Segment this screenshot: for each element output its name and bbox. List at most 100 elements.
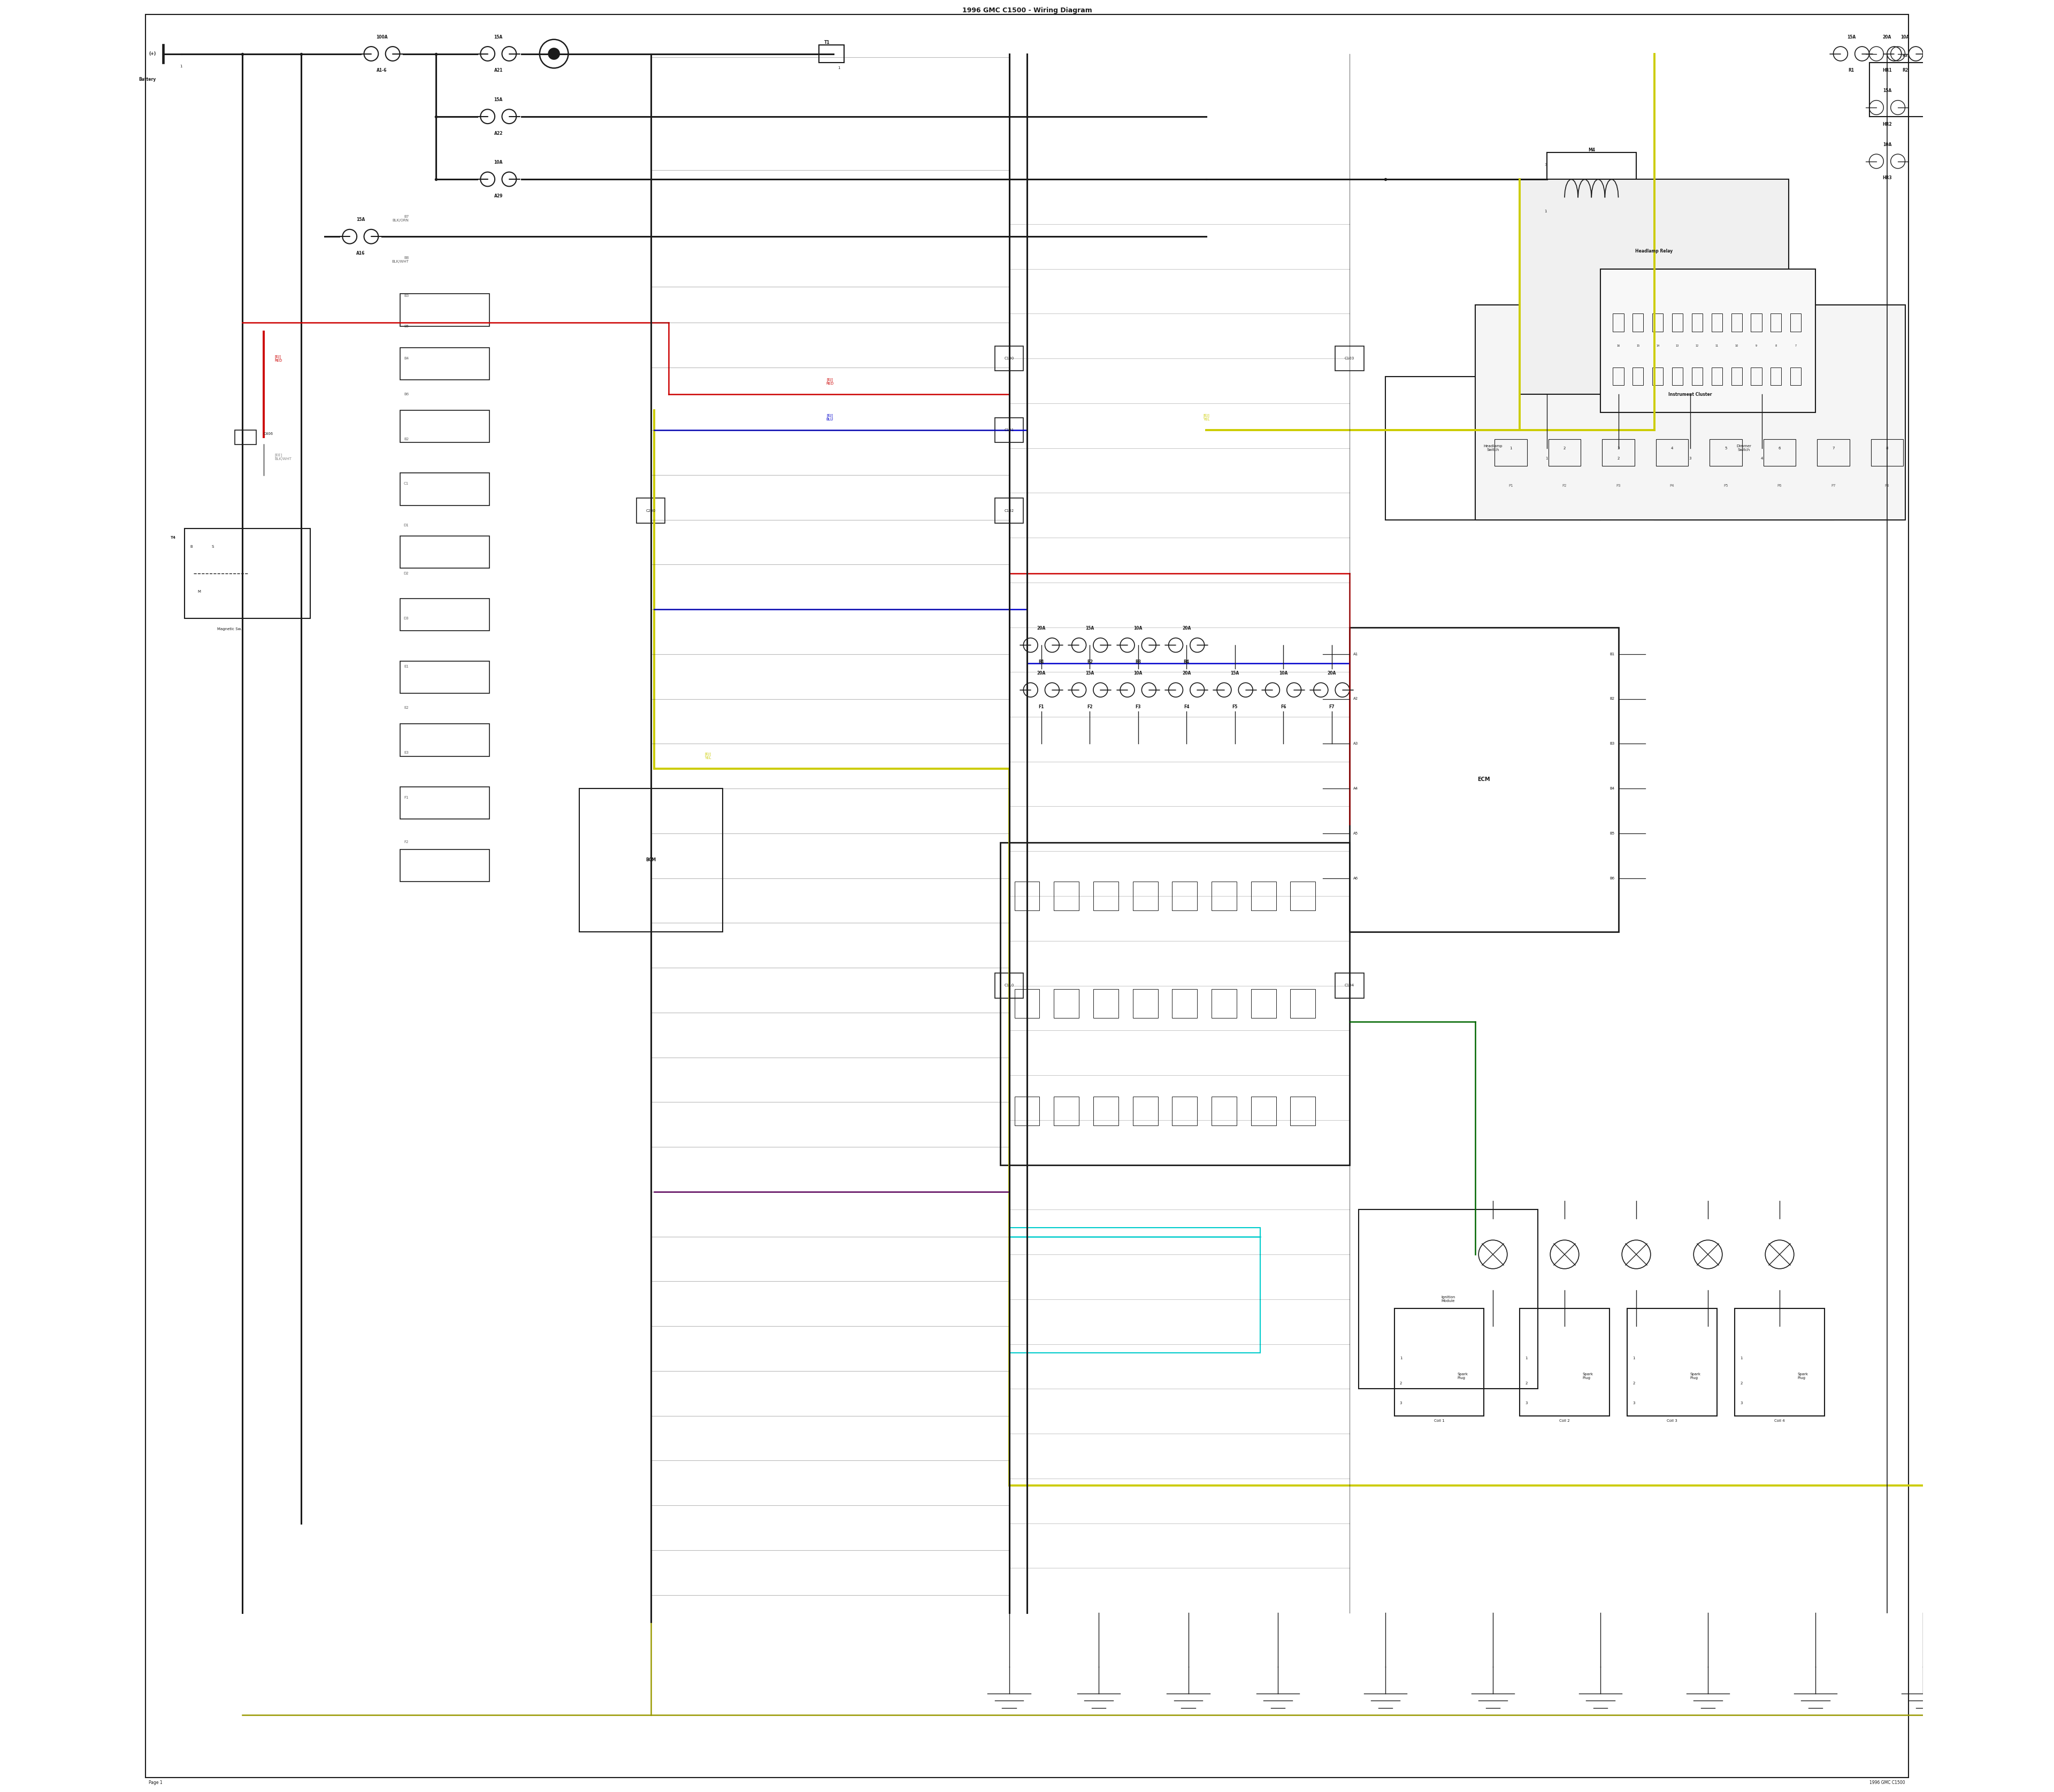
Bar [1009, 1228, 1259, 1353]
Text: 16: 16 [1616, 344, 1621, 348]
Text: Spark
Plug: Spark Plug [1456, 1373, 1469, 1380]
Text: 2: 2 [1526, 1382, 1528, 1385]
Bar [401, 787, 489, 819]
Bar [1750, 314, 1762, 332]
Text: P8: P8 [1886, 484, 1890, 487]
Text: 8: 8 [1886, 446, 1888, 450]
Bar [1335, 346, 1364, 371]
Text: 15: 15 [1637, 344, 1639, 348]
Bar [1251, 882, 1276, 910]
Bar [1251, 989, 1276, 1018]
Bar [401, 348, 489, 380]
Circle shape [548, 48, 559, 59]
Text: 20A: 20A [1037, 625, 1045, 631]
Bar [1692, 314, 1703, 332]
Bar [1633, 367, 1643, 385]
Text: A22: A22 [495, 131, 503, 136]
Text: F2: F2 [405, 840, 409, 844]
Bar [1395, 1308, 1483, 1416]
Text: (+): (+) [150, 52, 156, 56]
Bar [1709, 439, 1742, 466]
Text: C102: C102 [1004, 509, 1015, 513]
Bar [1692, 367, 1703, 385]
Text: Headlamp
Switch: Headlamp Switch [1483, 444, 1501, 452]
Text: 3: 3 [1616, 446, 1619, 450]
Bar [579, 788, 723, 932]
Text: 1: 1 [1399, 1357, 1403, 1360]
Bar [1869, 63, 1941, 116]
Text: B8
BLK/WHT: B8 BLK/WHT [392, 256, 409, 263]
Text: F4: F4 [1183, 704, 1189, 710]
Bar [1335, 973, 1364, 998]
Text: C1: C1 [405, 482, 409, 486]
Text: 1: 1 [838, 66, 840, 70]
Text: [EJ]
RED: [EJ] RED [275, 355, 281, 362]
Text: HR3: HR3 [1881, 176, 1892, 181]
Text: S: S [212, 545, 214, 548]
Bar [1633, 314, 1643, 332]
Bar [820, 45, 844, 63]
Bar [401, 849, 489, 882]
Text: A5: A5 [1354, 831, 1358, 835]
Text: 15A: 15A [1085, 625, 1095, 631]
Text: Coil 3: Coil 3 [1666, 1419, 1678, 1423]
Text: 4: 4 [1670, 446, 1674, 450]
Text: Magnetic Sw.: Magnetic Sw. [218, 627, 242, 631]
Bar [1612, 314, 1625, 332]
Text: 10: 10 [1736, 344, 1738, 348]
Text: 15A: 15A [495, 97, 503, 102]
Bar [1750, 367, 1762, 385]
Bar [994, 418, 1023, 443]
Bar [1791, 314, 1801, 332]
Text: A4: A4 [1354, 787, 1358, 790]
Text: B4: B4 [1183, 659, 1189, 665]
Bar [1672, 314, 1682, 332]
Text: F1: F1 [1039, 704, 1043, 710]
Bar [1672, 367, 1682, 385]
Bar [1173, 1097, 1197, 1125]
Bar [1093, 882, 1117, 910]
Text: E1: E1 [405, 665, 409, 668]
Text: F7: F7 [1329, 704, 1335, 710]
Bar [1653, 376, 1834, 520]
Text: 6: 6 [1779, 446, 1781, 450]
Bar [1173, 989, 1197, 1018]
Text: HR2: HR2 [1881, 122, 1892, 127]
Bar [401, 410, 489, 443]
Text: [EJ]
BLU: [EJ] BLU [826, 414, 834, 421]
Text: 100A: 100A [376, 34, 388, 39]
Text: 10A: 10A [1900, 34, 1910, 39]
Text: Page 1: Page 1 [150, 1779, 162, 1785]
Text: 5: 5 [1725, 446, 1727, 450]
Bar [1212, 1097, 1237, 1125]
Text: M4: M4 [1588, 147, 1594, 152]
Bar [401, 536, 489, 568]
Text: T4: T4 [170, 536, 177, 539]
Bar [1627, 1308, 1717, 1416]
Bar [994, 973, 1023, 998]
Text: 15A: 15A [1230, 670, 1239, 676]
Text: [EJ]
RED: [EJ] RED [826, 378, 834, 385]
Bar [1520, 179, 1789, 394]
Text: D1: D1 [403, 523, 409, 527]
Bar [1651, 367, 1664, 385]
Bar [1290, 989, 1315, 1018]
Text: 2: 2 [1740, 1382, 1742, 1385]
Text: T1: T1 [824, 39, 830, 45]
Bar [234, 430, 257, 444]
Text: P3: P3 [1616, 484, 1621, 487]
Bar [1732, 367, 1742, 385]
Text: R1: R1 [1849, 68, 1855, 73]
Bar [1000, 842, 1349, 1165]
Text: 1: 1 [181, 65, 183, 68]
Text: B5: B5 [405, 324, 409, 328]
Text: 2: 2 [1563, 446, 1565, 450]
Bar [1602, 439, 1635, 466]
Bar [1015, 882, 1039, 910]
Bar [1054, 882, 1078, 910]
Text: BCM: BCM [645, 858, 655, 862]
Text: B3: B3 [1610, 742, 1614, 745]
Text: 2: 2 [1616, 457, 1619, 461]
Bar [1818, 439, 1849, 466]
Bar [1656, 439, 1688, 466]
